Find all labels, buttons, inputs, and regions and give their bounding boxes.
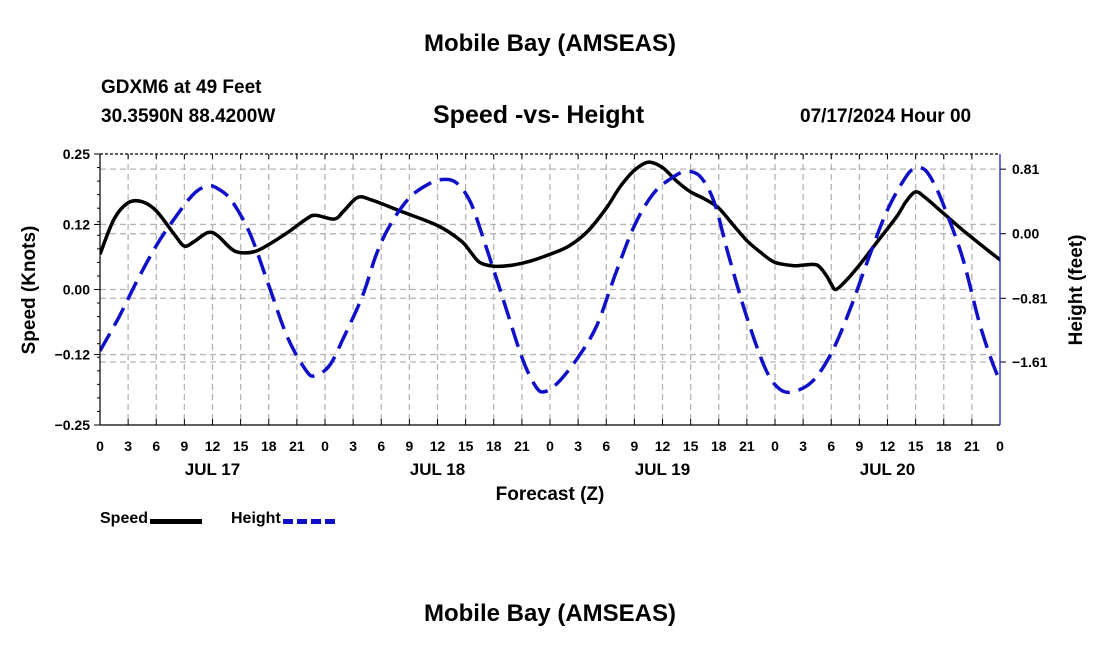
x-tick-label: 12 [205, 438, 221, 454]
legend-speed-swatch [150, 518, 203, 524]
page-title: Mobile Bay (AMSEAS) [423, 30, 677, 57]
x-tick-label: 3 [574, 438, 582, 454]
x-tick-label: 18 [261, 438, 277, 454]
x-tick-label: 6 [827, 438, 835, 454]
x-tick-label: 9 [855, 438, 863, 454]
x-tick-label: 3 [124, 438, 132, 454]
axes: 0 3 6 9 12 15 18 21 0 3 6 9 12 15 18 21 0 3 6 9 12 15 18 21 0 3 6 9… [55, 146, 1048, 479]
x-tick-label: 6 [377, 438, 385, 454]
legend-speed-label: Speed [100, 510, 149, 527]
x-tick-label: 12 [655, 438, 671, 454]
x-tick-label: 0 [546, 438, 554, 454]
y-right-tick-label: 0.81 [1012, 161, 1039, 177]
x-tick-label: 3 [799, 438, 807, 454]
chart-title: Speed -vs- Height [433, 101, 645, 129]
x-tick-label: 12 [430, 438, 446, 454]
footer-title: Mobile Bay (AMSEAS) [423, 600, 677, 627]
x-tick-label: 18 [936, 438, 952, 454]
y-right-tick-label: 0.00 [1012, 226, 1039, 242]
y-right-tick-label: −0.81 [1012, 290, 1048, 306]
legend-height-swatch [282, 518, 335, 524]
day-label: JUL 17 [185, 460, 240, 479]
x-tick-label: 18 [486, 438, 502, 454]
x-tick-label: 21 [514, 438, 530, 454]
x-tick-label: 15 [458, 438, 474, 454]
x-tick-label: 0 [321, 438, 329, 454]
x-tick-label: 18 [711, 438, 727, 454]
x-axis-label: Forecast (Z) [496, 484, 605, 505]
series-layer [100, 160, 1000, 395]
x-tick-label: 21 [964, 438, 980, 454]
forecast-datetime: 07/17/2024 Hour 00 [800, 106, 972, 127]
x-tick-label: 15 [683, 438, 699, 454]
coordinates-label: 30.3590N 88.4200W [101, 106, 276, 127]
day-label: JUL 18 [410, 460, 465, 479]
series-line-height [100, 165, 1000, 395]
legend-height: Height [231, 510, 335, 528]
y-axis-right-label: Height (feet) [1066, 235, 1087, 346]
y-left-tick-label: 0.12 [63, 216, 90, 232]
day-label: JUL 19 [635, 460, 690, 479]
x-tick-label: 15 [233, 438, 249, 454]
x-tick-label: 3 [349, 438, 357, 454]
grid [100, 154, 1000, 425]
x-tick-label: 6 [602, 438, 610, 454]
x-tick-label: 21 [289, 438, 305, 454]
x-tick-label: 12 [880, 438, 896, 454]
y-left-tick-label: −0.12 [55, 347, 91, 363]
y-left-tick-label: 0.25 [63, 146, 90, 162]
y-axis-left-label: Speed (Knots) [19, 226, 40, 355]
legend-speed: Speed [100, 510, 203, 528]
x-tick-label: 0 [996, 438, 1004, 454]
x-tick-label: 0 [771, 438, 779, 454]
x-tick-label: 9 [630, 438, 638, 454]
x-tick-label: 21 [739, 438, 755, 454]
y-left-tick-label: 0.00 [63, 282, 90, 298]
x-tick-label: 0 [96, 438, 104, 454]
y-left-tick-label: −0.25 [55, 417, 91, 433]
station-label: GDXM6 at 49 Feet [101, 77, 262, 98]
x-tick-label: 9 [180, 438, 188, 454]
x-tick-label: 6 [152, 438, 160, 454]
x-tick-label: 9 [405, 438, 413, 454]
x-tick-label: 15 [908, 438, 924, 454]
day-label: JUL 20 [860, 460, 915, 479]
series-line-speed [100, 160, 1000, 292]
legend-height-label: Height [231, 510, 281, 527]
y-right-tick-label: −1.61 [1012, 354, 1048, 370]
